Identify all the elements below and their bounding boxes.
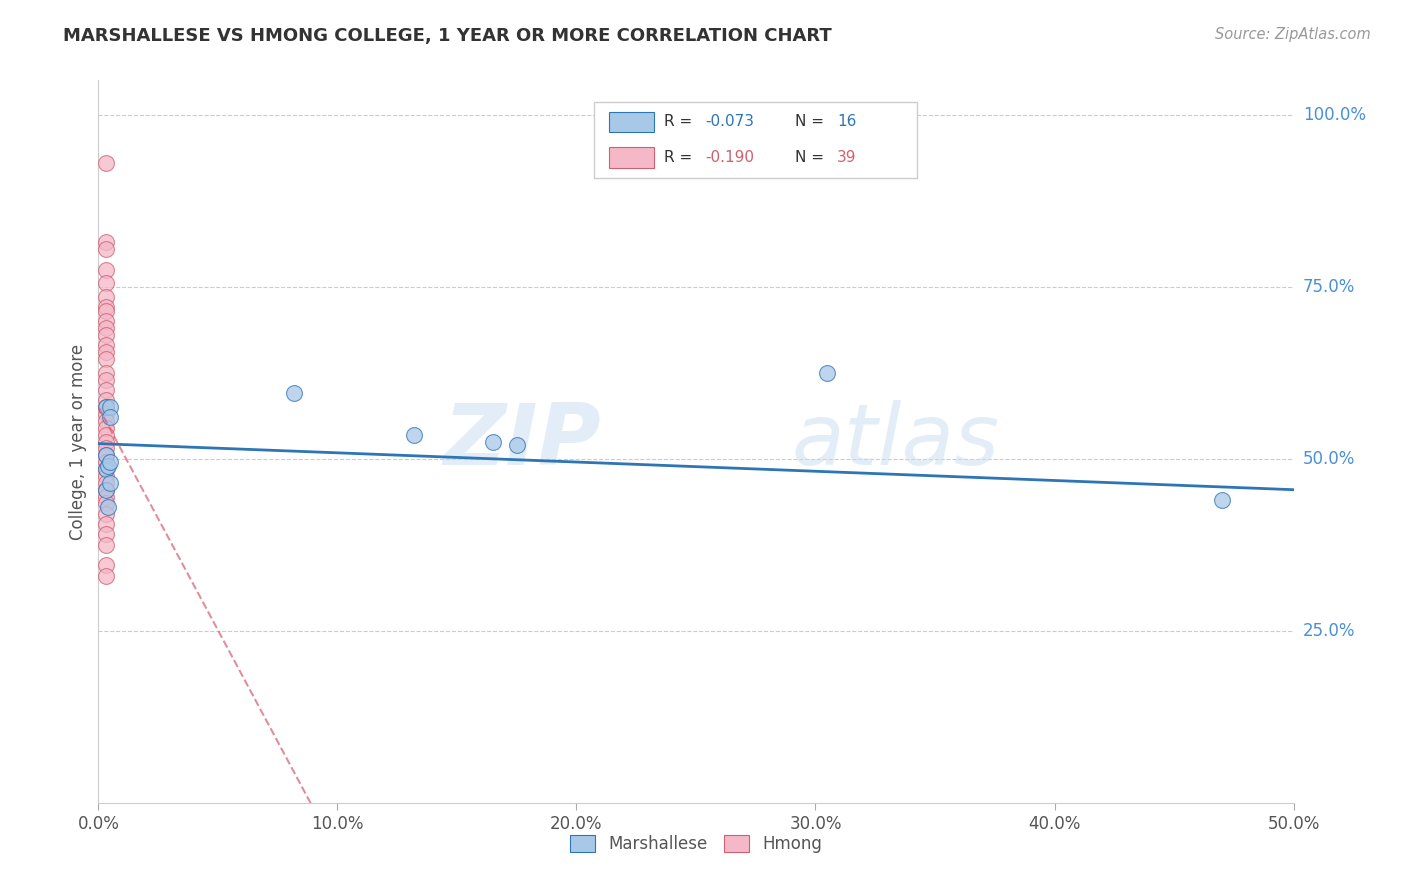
Text: 50.0%: 50.0% xyxy=(1303,450,1355,467)
Text: R =: R = xyxy=(664,114,697,129)
Text: 75.0%: 75.0% xyxy=(1303,277,1355,296)
Point xyxy=(94,338,117,352)
Point xyxy=(94,517,117,532)
Text: MARSHALLESE VS HMONG COLLEGE, 1 YEAR OR MORE CORRELATION CHART: MARSHALLESE VS HMONG COLLEGE, 1 YEAR OR … xyxy=(63,27,832,45)
Point xyxy=(94,321,117,335)
Text: atlas: atlas xyxy=(792,400,1000,483)
Point xyxy=(94,442,117,456)
Point xyxy=(94,235,117,249)
Point xyxy=(481,434,505,449)
Point xyxy=(506,438,529,452)
Point xyxy=(815,366,838,380)
Point xyxy=(94,448,117,462)
Point xyxy=(97,458,120,473)
Point xyxy=(94,314,117,328)
Bar xyxy=(609,112,654,132)
Point xyxy=(94,262,117,277)
Point xyxy=(98,455,122,469)
Point xyxy=(94,366,117,380)
Point xyxy=(94,421,117,435)
Point xyxy=(94,407,117,421)
Point xyxy=(94,490,117,504)
Point xyxy=(94,373,117,387)
Point xyxy=(94,303,117,318)
Point xyxy=(94,434,117,449)
Text: 39: 39 xyxy=(837,150,856,165)
Point xyxy=(94,455,117,469)
Point xyxy=(94,400,117,414)
Point xyxy=(94,351,117,366)
Point xyxy=(98,410,122,425)
Text: R =: R = xyxy=(664,150,697,165)
Text: 25.0%: 25.0% xyxy=(1303,622,1355,640)
Point xyxy=(94,345,117,359)
Text: N =: N = xyxy=(796,150,830,165)
Text: N =: N = xyxy=(796,114,830,129)
Point xyxy=(94,290,117,304)
Point xyxy=(402,427,425,442)
Y-axis label: College, 1 year or more: College, 1 year or more xyxy=(69,343,87,540)
Point xyxy=(94,400,117,414)
Point xyxy=(94,242,117,256)
Bar xyxy=(609,147,654,168)
Point xyxy=(94,483,117,497)
Text: ZIP: ZIP xyxy=(443,400,600,483)
Point xyxy=(283,386,305,401)
Point xyxy=(94,393,117,408)
Point xyxy=(94,301,117,315)
Point xyxy=(94,496,117,510)
Point xyxy=(94,527,117,541)
Point xyxy=(94,462,117,476)
Point xyxy=(94,427,117,442)
Point xyxy=(94,469,117,483)
Point xyxy=(94,327,117,342)
Point xyxy=(94,277,117,291)
Legend: Marshallese, Hmong: Marshallese, Hmong xyxy=(562,828,830,860)
Point xyxy=(94,568,117,582)
Text: Source: ZipAtlas.com: Source: ZipAtlas.com xyxy=(1215,27,1371,42)
Point xyxy=(94,156,117,170)
Point xyxy=(94,383,117,397)
Text: -0.190: -0.190 xyxy=(706,150,755,165)
Point xyxy=(98,400,122,414)
Point xyxy=(1211,493,1233,508)
Point xyxy=(94,538,117,552)
FancyBboxPatch shape xyxy=(595,102,917,178)
Point xyxy=(94,483,117,497)
Text: 16: 16 xyxy=(837,114,856,129)
Point xyxy=(94,448,117,462)
Point xyxy=(97,500,120,514)
Point xyxy=(94,475,117,490)
Text: -0.073: -0.073 xyxy=(706,114,755,129)
Point xyxy=(94,558,117,573)
Point xyxy=(94,462,117,476)
Point xyxy=(94,414,117,428)
Point xyxy=(98,475,122,490)
Point xyxy=(94,507,117,521)
Text: 100.0%: 100.0% xyxy=(1303,105,1367,124)
